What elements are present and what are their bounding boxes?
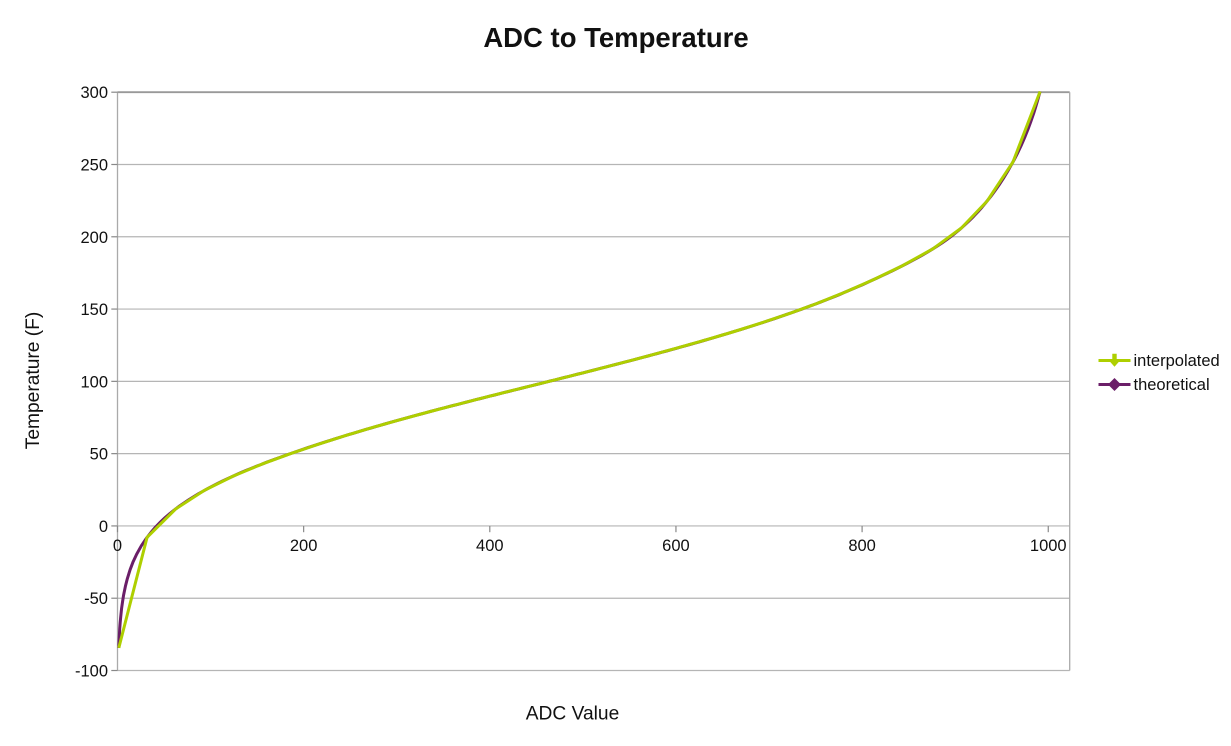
svg-text:-50: -50 (84, 590, 108, 608)
svg-text:200: 200 (290, 537, 318, 555)
svg-text:300: 300 (80, 84, 108, 102)
svg-text:50: 50 (90, 446, 108, 464)
svg-text:0: 0 (99, 518, 108, 536)
svg-text:1000: 1000 (1030, 537, 1067, 555)
svg-text:400: 400 (476, 537, 504, 555)
svg-text:theoretical: theoretical (1134, 376, 1210, 394)
svg-text:200: 200 (80, 229, 108, 247)
svg-text:interpolated: interpolated (1134, 352, 1220, 370)
svg-text:600: 600 (662, 537, 690, 555)
svg-text:ADC to Temperature: ADC to Temperature (483, 22, 748, 53)
svg-text:0: 0 (113, 537, 122, 555)
svg-text:800: 800 (848, 537, 876, 555)
svg-text:Temperature (F): Temperature (F) (23, 312, 44, 450)
svg-text:100: 100 (80, 373, 108, 391)
svg-text:-100: -100 (75, 663, 108, 681)
svg-text:ADC Value: ADC Value (526, 704, 620, 725)
svg-text:150: 150 (80, 301, 108, 319)
svg-text:250: 250 (80, 156, 108, 174)
